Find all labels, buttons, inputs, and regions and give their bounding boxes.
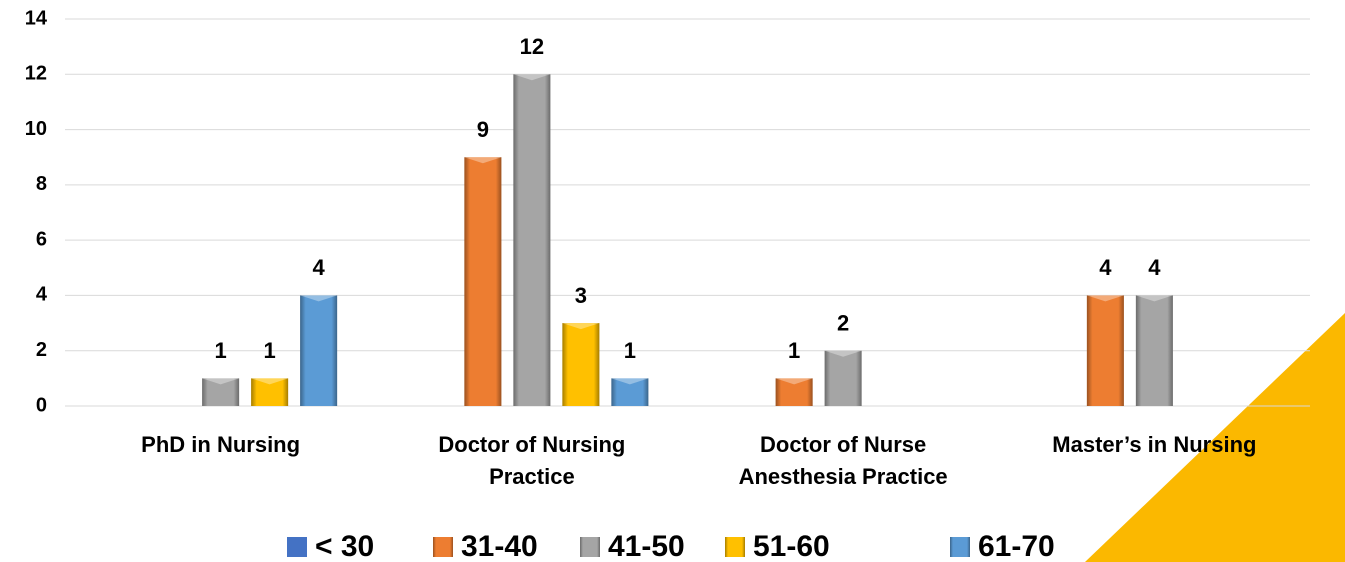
y-tick-label: 6 bbox=[36, 228, 47, 250]
bar-cap bbox=[824, 350, 862, 357]
data-label: 3 bbox=[575, 283, 587, 308]
decoration bbox=[1085, 313, 1345, 562]
data-label: 9 bbox=[477, 117, 489, 142]
bar-bevel bbox=[202, 378, 240, 406]
bar-cap bbox=[300, 295, 338, 302]
bar-cap bbox=[611, 378, 649, 385]
legend-swatch-bevel bbox=[580, 537, 600, 557]
bar-cap bbox=[464, 157, 502, 164]
bar-bevel bbox=[824, 350, 862, 406]
legend-swatch-bevel bbox=[433, 537, 453, 557]
bar-bevel bbox=[1135, 295, 1173, 406]
y-tick-label: 2 bbox=[36, 339, 47, 361]
bar-bevel bbox=[251, 378, 289, 406]
legend-label: 51-60 bbox=[753, 530, 830, 562]
bar-cap bbox=[202, 378, 240, 385]
data-label: 4 bbox=[313, 255, 326, 280]
data-label: 12 bbox=[520, 34, 544, 59]
y-tick-label: 4 bbox=[36, 284, 48, 306]
bar-bevel bbox=[1086, 295, 1124, 406]
bar-bevel bbox=[611, 378, 649, 406]
bar-cap bbox=[1135, 295, 1173, 302]
y-tick-label: 0 bbox=[36, 394, 47, 416]
data-label: 2 bbox=[837, 311, 849, 336]
bar-cap bbox=[775, 378, 813, 385]
bar-bevel bbox=[300, 295, 338, 406]
bar-bevel bbox=[513, 74, 551, 407]
bar-bevel bbox=[562, 323, 600, 406]
x-tick-label: Doctor of Nursing Practice bbox=[438, 432, 625, 489]
y-tick-label: 14 bbox=[25, 7, 48, 29]
bar-cap bbox=[1086, 295, 1124, 302]
bar-cap bbox=[251, 378, 289, 385]
legend-label: 31-40 bbox=[461, 530, 538, 562]
legend-swatch-bevel bbox=[950, 537, 970, 557]
data-label: 4 bbox=[1099, 255, 1112, 280]
data-label: 1 bbox=[624, 338, 636, 363]
x-tick-label: Master’s in Nursing bbox=[1052, 432, 1256, 457]
legend-label: < 30 bbox=[315, 530, 374, 562]
x-tick-label: Doctor of Nurse Anesthesia Practice bbox=[739, 432, 948, 489]
data-label: 1 bbox=[788, 338, 800, 363]
y-tick-label: 10 bbox=[25, 118, 47, 140]
legend-label: 41-50 bbox=[608, 530, 685, 562]
data-label: 1 bbox=[215, 338, 227, 363]
legend-label: 61-70 bbox=[978, 530, 1055, 562]
legend-swatch-bevel bbox=[725, 537, 745, 557]
bar-cap bbox=[513, 74, 551, 81]
bar-cap bbox=[562, 323, 600, 330]
x-tick-label: PhD in Nursing bbox=[141, 432, 300, 457]
data-label: 4 bbox=[1148, 255, 1161, 280]
data-label: 1 bbox=[264, 338, 276, 363]
legend-swatch bbox=[287, 537, 307, 557]
bar-bevel bbox=[775, 378, 813, 406]
y-tick-label: 12 bbox=[25, 63, 47, 85]
y-tick-label: 8 bbox=[36, 173, 47, 195]
bar-bevel bbox=[464, 157, 502, 406]
